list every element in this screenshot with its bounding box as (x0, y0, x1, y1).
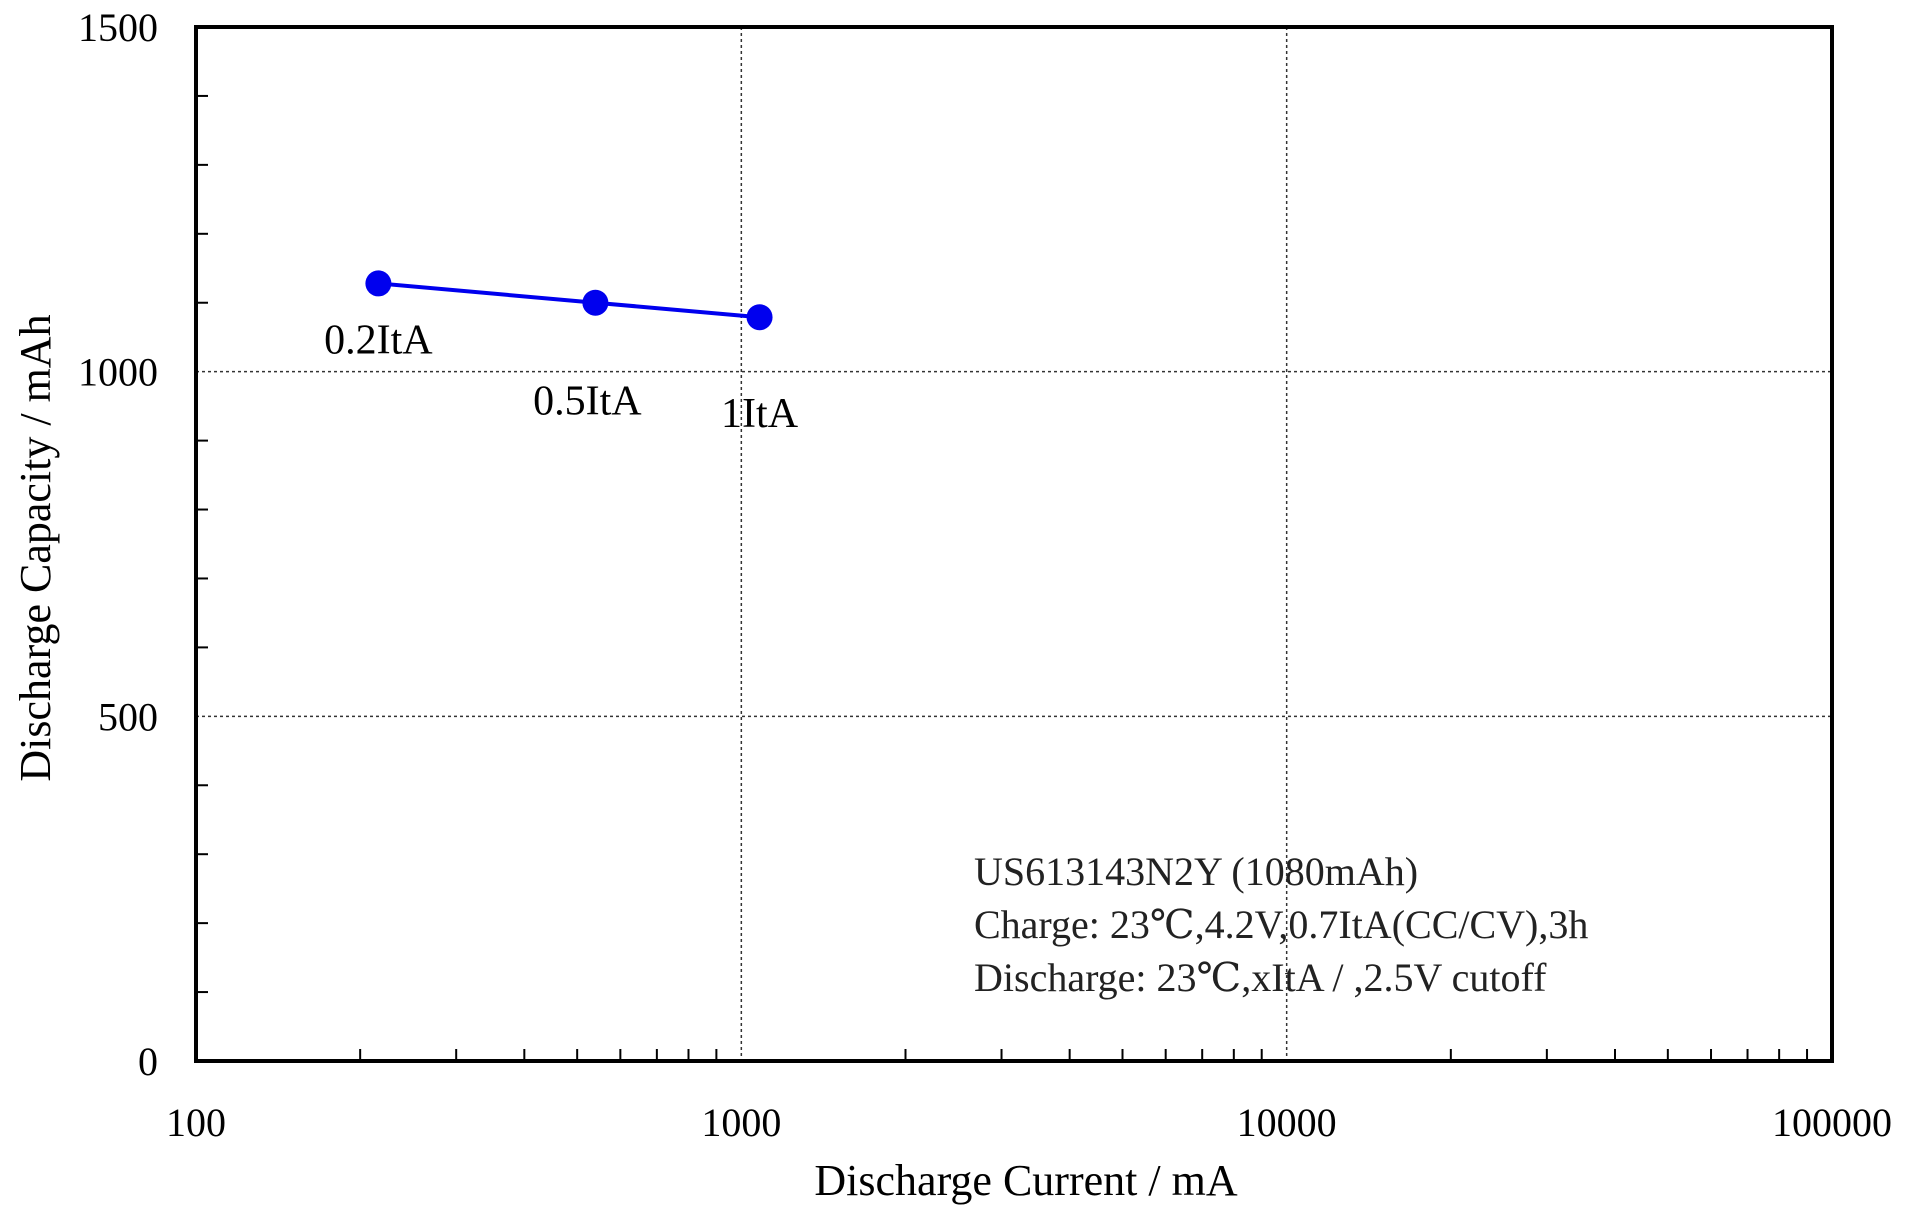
y-tick-label: 1000 (78, 350, 158, 395)
x-tick-label: 100000 (1772, 1100, 1892, 1145)
data-point (582, 289, 609, 316)
grid-lines (196, 27, 1832, 1061)
data-point (746, 304, 773, 331)
point-labels: 0.2ItA 0.5ItA 1ItA (324, 317, 799, 437)
data-point (365, 270, 392, 297)
y-tick-label: 0 (138, 1039, 158, 1084)
x-tick-labels: 100 1000 10000 100000 (166, 1100, 1892, 1145)
y-tick-labels: 0 500 1000 1500 (78, 5, 158, 1084)
data-label: 0.2ItA (324, 317, 433, 363)
data-label: 1ItA (721, 391, 799, 437)
y-tick-label: 500 (98, 694, 158, 739)
note-line: Discharge: 23℃,xItA / ,2.5V cutoff (974, 955, 1547, 1000)
test-conditions-note: US613143N2Y (1080mAh) Charge: 23℃,4.2V,0.… (974, 849, 1588, 1000)
y-axis-title: Discharge Capacity / mAh (11, 314, 60, 781)
x-axis-title: Discharge Current / mA (814, 1156, 1237, 1205)
x-tick-label: 10000 (1237, 1100, 1337, 1145)
note-line: Charge: 23℃,4.2V,0.7ItA(CC/CV),3h (974, 902, 1588, 947)
series-discharge-capacity (365, 270, 773, 331)
data-label: 0.5ItA (533, 379, 642, 425)
y-tick-label: 1500 (78, 5, 158, 50)
x-tick-label: 100 (166, 1100, 226, 1145)
note-line: US613143N2Y (1080mAh) (974, 849, 1418, 894)
plot-frame (194, 25, 1834, 1063)
x-tick-label: 1000 (701, 1100, 781, 1145)
